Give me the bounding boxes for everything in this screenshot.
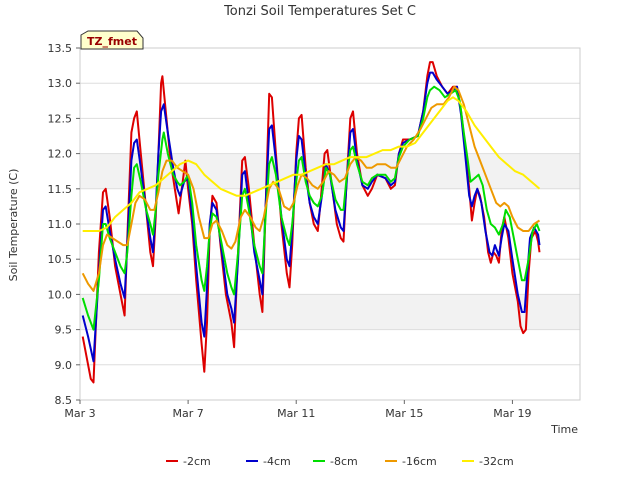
y-tick-label: 11.5 (48, 183, 73, 196)
y-tick-label: 13.5 (48, 42, 73, 55)
legend-label: -8cm (330, 455, 358, 468)
y-tick-label: 12.5 (48, 112, 73, 125)
series-line-16cmcm (81, 85, 541, 292)
y-tick-label: 10.5 (48, 253, 73, 266)
y-tick-label: 10.0 (48, 288, 73, 301)
series-line-2cmcm (81, 61, 541, 384)
tag-box (80, 30, 144, 50)
x-tick-label: Mar 11 (277, 407, 315, 420)
tag-label: TZ_fmet (87, 35, 137, 48)
series-line-32cmcm (82, 96, 541, 232)
x-tick-label: Mar 15 (385, 407, 423, 420)
x-tick-label: Mar 3 (64, 407, 95, 420)
y-tick-label: 9.0 (55, 359, 73, 372)
x-axis-ticks: Mar 3 Mar 7 Mar 11 Mar 15 Mar 19 (64, 400, 532, 420)
series-lines (81, 61, 541, 384)
background-band (80, 294, 580, 330)
series-line-8cmcm (81, 85, 541, 331)
y-tick-label: 9.5 (55, 324, 73, 337)
legend-label: -4cm (263, 455, 291, 468)
legend: -2cm -4cm -8cm -16cm -32cm (166, 455, 514, 468)
y-tick-label: 11.0 (48, 218, 73, 231)
y-axis-label: Soil Temperature (C) (7, 169, 20, 282)
series-line-4cmcm (81, 71, 541, 363)
x-axis-label: Time (550, 423, 578, 436)
y-axis-ticks: 8.5 9.0 9.5 10.0 10.5 11.0 11.5 12.0 12.5 13.0 13.… (48, 42, 80, 407)
tz-fmet-tag: TZ_fmet (80, 30, 144, 50)
y-tick-label: 13.0 (48, 77, 73, 90)
legend-label: -2cm (183, 455, 211, 468)
legend-label: -16cm (402, 455, 437, 468)
legend-label: -32cm (479, 455, 514, 468)
chart-title: Tonzi Soil Temperatures Set C (223, 4, 416, 19)
x-tick-label: Mar 7 (172, 407, 203, 420)
y-tick-label: 12.0 (48, 148, 73, 161)
y-tick-label: 8.5 (55, 394, 73, 407)
x-tick-label: Mar 19 (493, 407, 531, 420)
